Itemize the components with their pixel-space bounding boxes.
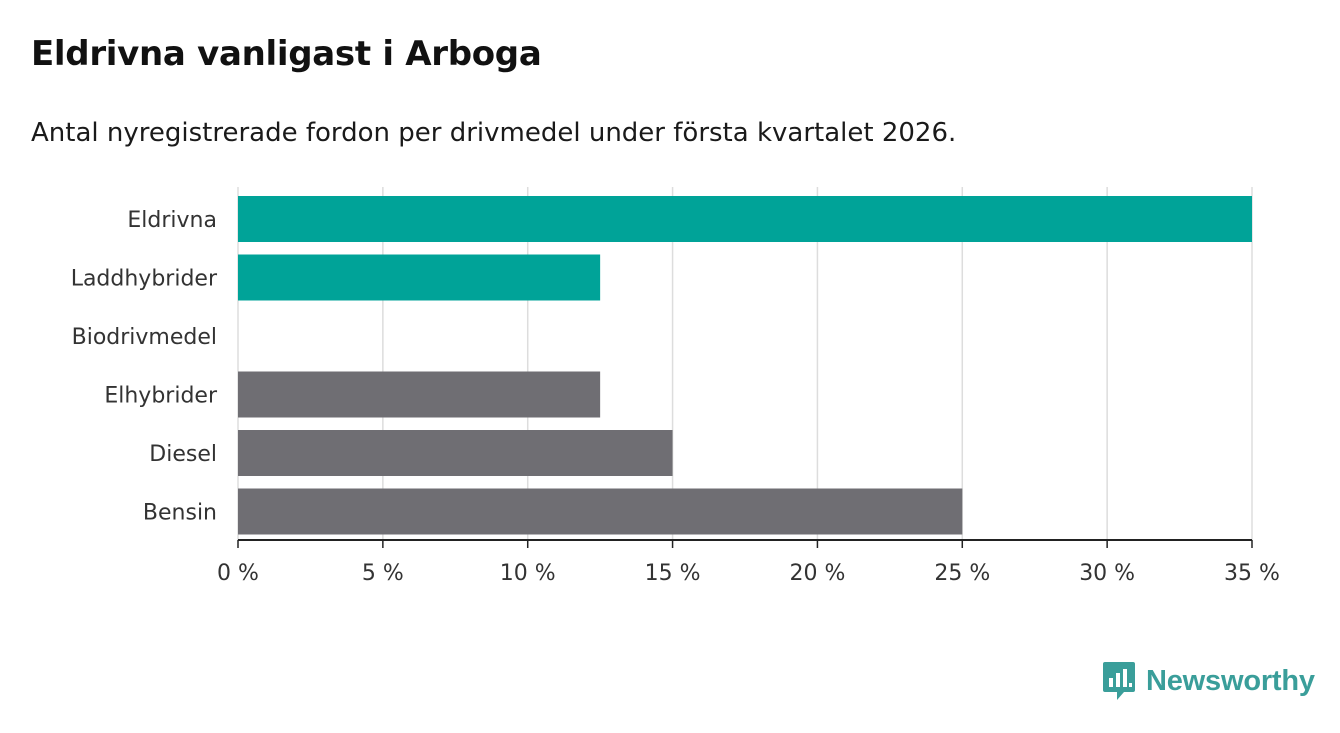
bar bbox=[238, 430, 673, 476]
x-tick-label: 25 % bbox=[934, 561, 990, 586]
gridlines bbox=[237, 187, 1253, 540]
x-tick-label: 20 % bbox=[789, 561, 845, 586]
chart-subtitle: Antal nyregistrerade fordon per drivmede… bbox=[31, 118, 957, 148]
category-label: Biodrivmedel bbox=[72, 325, 217, 350]
x-tick-label: 15 % bbox=[645, 561, 701, 586]
x-tick-label: 35 % bbox=[1224, 561, 1280, 586]
chart-title: Eldrivna vanligast i Arboga bbox=[31, 34, 542, 74]
x-tick-label: 10 % bbox=[500, 561, 556, 586]
newsworthy-chart-bubble-icon bbox=[1103, 662, 1135, 700]
bars bbox=[238, 196, 1252, 535]
x-tick-label: 5 % bbox=[362, 561, 404, 586]
x-tick-label: 0 % bbox=[217, 561, 259, 586]
category-label: Diesel bbox=[149, 442, 217, 467]
x-tick-label: 30 % bbox=[1079, 561, 1135, 586]
brand-name: Newsworthy bbox=[1146, 664, 1315, 697]
category-label: Laddhybrider bbox=[71, 267, 218, 292]
category-label: Bensin bbox=[143, 501, 217, 526]
bar bbox=[238, 196, 1252, 242]
category-label: Elhybrider bbox=[104, 384, 218, 409]
category-labels: Eldrivna Laddhybrider Biodrivmedel Elhybrid… bbox=[71, 208, 218, 526]
x-axis: 0 % 5 % 10 % 15 % 20 % 25 % 30 % 35 % bbox=[217, 539, 1280, 586]
bar bbox=[238, 488, 963, 535]
bar bbox=[238, 254, 601, 301]
newsworthy-logo: Newsworthy bbox=[1102, 661, 1315, 701]
bar bbox=[238, 371, 601, 418]
category-label: Eldrivna bbox=[127, 208, 217, 233]
